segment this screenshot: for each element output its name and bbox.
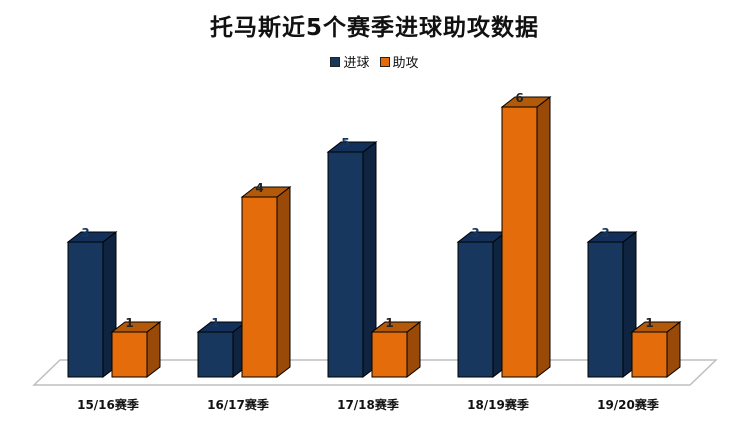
chart-title: 托马斯近5个赛季进球助攻数据 <box>209 15 539 41</box>
bar-goals-2[interactable] <box>326 140 378 379</box>
category-labels: 15/16赛季 16/17赛季 17/18赛季 18/19赛季 19/20赛季 <box>77 397 660 412</box>
category-label: 16/17赛季 <box>207 397 270 412</box>
category-label: 19/20赛季 <box>597 397 660 412</box>
value-label: 3 <box>601 226 609 240</box>
value-label: 4 <box>255 181 263 195</box>
category-label: 15/16赛季 <box>77 397 140 412</box>
value-label: 5 <box>341 136 349 150</box>
value-label: 1 <box>125 316 133 330</box>
bar-assists-1[interactable] <box>240 185 292 379</box>
legend-label-goals: 进球 <box>343 56 370 71</box>
value-label: 1 <box>645 316 653 330</box>
value-label: 1 <box>211 316 219 330</box>
bar-goals-1[interactable] <box>196 320 248 379</box>
legend: 进球 助攻 <box>0 52 749 71</box>
value-label: 3 <box>471 226 479 240</box>
bar-assists-2[interactable] <box>370 320 422 379</box>
legend-swatch-goals-icon <box>330 56 341 67</box>
legend-swatch-assists-icon <box>379 56 390 67</box>
category-label: 17/18赛季 <box>337 397 400 412</box>
legend-label-assists: 助攻 <box>392 56 419 71</box>
bar-assists-4[interactable] <box>630 320 682 379</box>
bar-assists-3[interactable] <box>500 95 552 379</box>
bars-group: 3 1 1 4 5 1 3 6 3 1 <box>66 91 682 379</box>
bar-goals-3[interactable] <box>456 230 508 379</box>
value-label: 3 <box>81 226 89 240</box>
bar-goals-4[interactable] <box>586 230 638 379</box>
category-label: 18/19赛季 <box>467 397 530 412</box>
bar-goals-0[interactable] <box>66 230 118 379</box>
value-label: 1 <box>385 316 393 330</box>
legend-item-goals[interactable]: 进球 <box>330 52 370 71</box>
legend-item-assists[interactable]: 助攻 <box>379 52 419 71</box>
value-label: 6 <box>515 91 523 105</box>
bar-assists-0[interactable] <box>110 320 162 379</box>
